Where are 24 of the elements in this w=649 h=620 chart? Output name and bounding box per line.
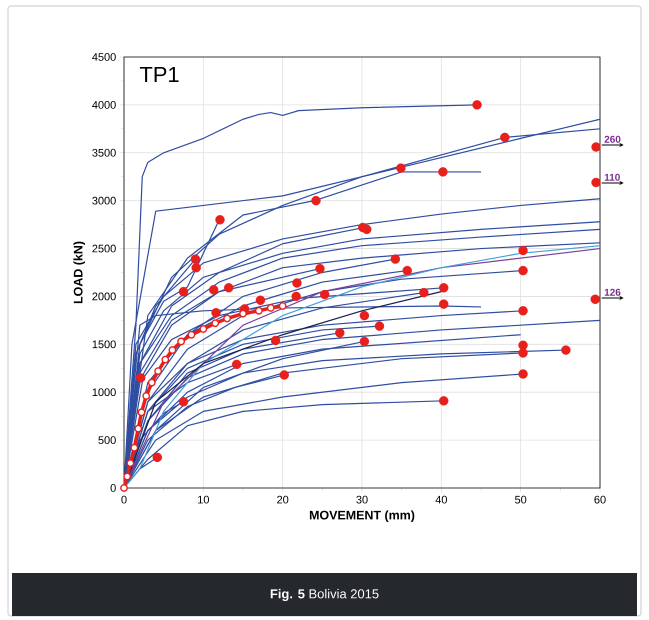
x-tick-label: 30 <box>356 496 368 504</box>
y-tick-label: 500 <box>98 436 116 444</box>
text: 260 <box>604 136 620 143</box>
x-tick-label: 10 <box>198 496 209 504</box>
y-tick-label: 0 <box>110 484 116 492</box>
x-tick-label: 20 <box>277 496 288 504</box>
y-tick-label: 2000 <box>92 292 116 300</box>
y-tick-label: 3500 <box>92 148 116 157</box>
y-tick-label: 1000 <box>92 388 116 396</box>
y-tick-label: 3000 <box>92 196 116 205</box>
y-tick-label: 1500 <box>92 340 116 348</box>
text: 126 <box>604 288 620 296</box>
x-tick-label: 40 <box>435 496 447 504</box>
y-axis-title: LOAD (kN) <box>73 242 86 304</box>
y-tick-label: 4000 <box>92 101 116 109</box>
x-axis-title: MOVEMENT (mm) <box>310 510 414 522</box>
x-tick-label: 50 <box>515 496 526 504</box>
y-tick-label: 2500 <box>92 244 116 252</box>
chart-title: TP1 <box>140 66 179 82</box>
text: Fig. 5 Bolivia 2015 <box>270 588 379 602</box>
y-tick-label: 4500 <box>92 53 116 61</box>
x-tick-label: 0 <box>121 496 127 504</box>
x-tick-label: 60 <box>594 496 606 504</box>
text: 110 <box>604 174 620 181</box>
